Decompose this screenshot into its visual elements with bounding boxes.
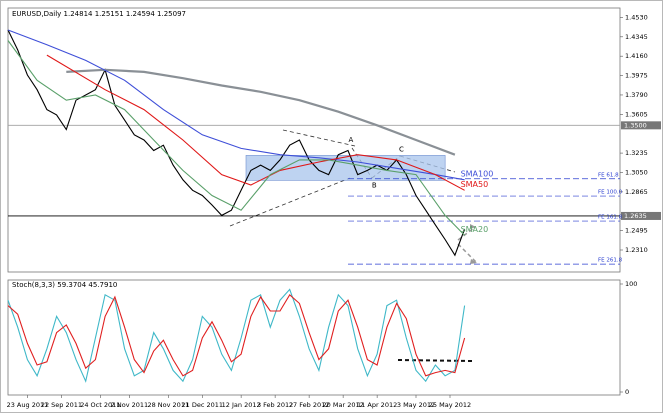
x-tick-label: 23 Aug 2011 — [7, 401, 49, 409]
x-tick-label: 3 May 2012 — [397, 401, 435, 409]
series-line — [7, 40, 465, 236]
annotation: A — [349, 136, 354, 144]
trendline — [282, 129, 356, 147]
x-tick-label: 2 Nov 2011 — [111, 401, 149, 409]
y-tick-label: 0 — [625, 388, 629, 396]
annotation: B — [372, 182, 377, 190]
x-tick-label: 24 Oct 2011 — [80, 401, 120, 409]
series-label: SMA100 — [461, 169, 494, 178]
y-tick-label: 1.3790 — [625, 91, 648, 99]
x-tick-label: 20 Mar 2012 — [323, 401, 364, 409]
y-tick-label: 1.4530 — [625, 13, 648, 21]
y-tick-label: 1.3605 — [625, 110, 648, 118]
price-tag-label: 1.2635 — [624, 212, 647, 220]
x-tick-label: 25 May 2012 — [429, 401, 471, 409]
series-line — [66, 68, 456, 156]
x-tick-label: 21 Dec 2011 — [182, 401, 224, 409]
x-tick-label: 27 Feb 2012 — [289, 401, 329, 409]
series-line — [7, 29, 466, 257]
x-tick-label: 22 Sep 2011 — [41, 401, 82, 409]
series-label: SMA20 — [461, 225, 489, 234]
y-tick-label: 1.2495 — [625, 227, 648, 235]
series-line — [46, 54, 465, 191]
fib-label: FE 161.8 — [598, 215, 623, 221]
fib-label: FE 261.8 — [598, 258, 623, 264]
price-tag — [621, 211, 661, 220]
price-tag — [621, 121, 661, 130]
stoch-panel — [7, 279, 621, 396]
price-tag-label: 1.3500 — [624, 121, 647, 129]
chart-title: EURUSD,Daily 1.24814 1.25151 1.24594 1.2… — [12, 10, 186, 18]
y-tick-label: 1.3050 — [625, 168, 648, 176]
series-line — [7, 293, 466, 377]
stoch-title: Stoch(8,3,3) 59.3704 45.7910 — [12, 281, 117, 289]
y-tick-label: 1.4160 — [625, 52, 648, 60]
annotation: C — [399, 145, 404, 153]
arrow-heads — [470, 224, 477, 264]
y-tick-label: 100 — [625, 280, 637, 288]
series-label: SMA50 — [461, 180, 489, 189]
arrow-up — [457, 227, 475, 241]
series-line — [7, 29, 465, 181]
trendline — [229, 177, 351, 227]
y-tick-label: 1.3235 — [625, 149, 648, 157]
series-line — [7, 288, 466, 383]
price-panel — [7, 7, 621, 273]
x-tick-label: 3 Feb 2012 — [257, 401, 293, 409]
y-tick-label: 1.2865 — [625, 188, 648, 196]
range-zone — [245, 155, 446, 181]
arrow-down — [457, 243, 477, 263]
y-tick-label: 1.2310 — [625, 246, 648, 254]
x-tick-label: 12 Jan 2012 — [222, 401, 261, 409]
y-tick-label: 1.3975 — [625, 72, 648, 80]
y-tick-label: 1.4345 — [625, 33, 648, 41]
x-tick-label: 11 Apr 2012 — [357, 401, 397, 409]
fib-label: FE 100.0 — [598, 190, 623, 196]
stoch-resistance — [397, 359, 473, 362]
fib-label: FE 61.8 — [598, 172, 619, 178]
x-tick-label: 28 Nov 2011 — [147, 401, 189, 409]
